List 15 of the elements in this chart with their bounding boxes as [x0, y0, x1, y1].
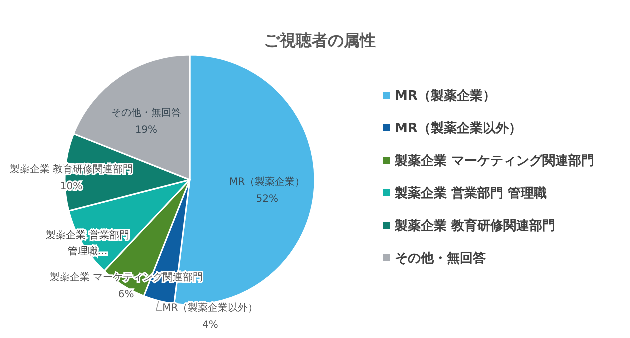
legend-label: 製薬企業 営業部門 管理職 — [394, 186, 548, 202]
text: 管理職… — [68, 246, 108, 258]
legend-label: MR（製薬企業以外） — [395, 120, 522, 136]
data-label: 52% — [256, 194, 278, 205]
slice-label: その他・無回答 — [111, 106, 182, 119]
legend-label: 製薬企業 マーケティング関連部門 — [394, 153, 595, 169]
data-label: 19% — [135, 124, 158, 136]
legend-label: 製薬企業 教育研修関連部門 — [394, 218, 556, 234]
slice-label: MR（製薬企業） — [230, 176, 306, 188]
legend-label: その他・無回答 — [395, 252, 486, 266]
slice-label: MR（製薬企業以外） — [162, 302, 258, 314]
legend-label: MR（製薬企業） — [395, 88, 496, 104]
data-label: 4% — [202, 320, 218, 331]
chart-title: ご視聴者の属性 — [264, 31, 376, 50]
data-label: 6% — [118, 289, 134, 300]
